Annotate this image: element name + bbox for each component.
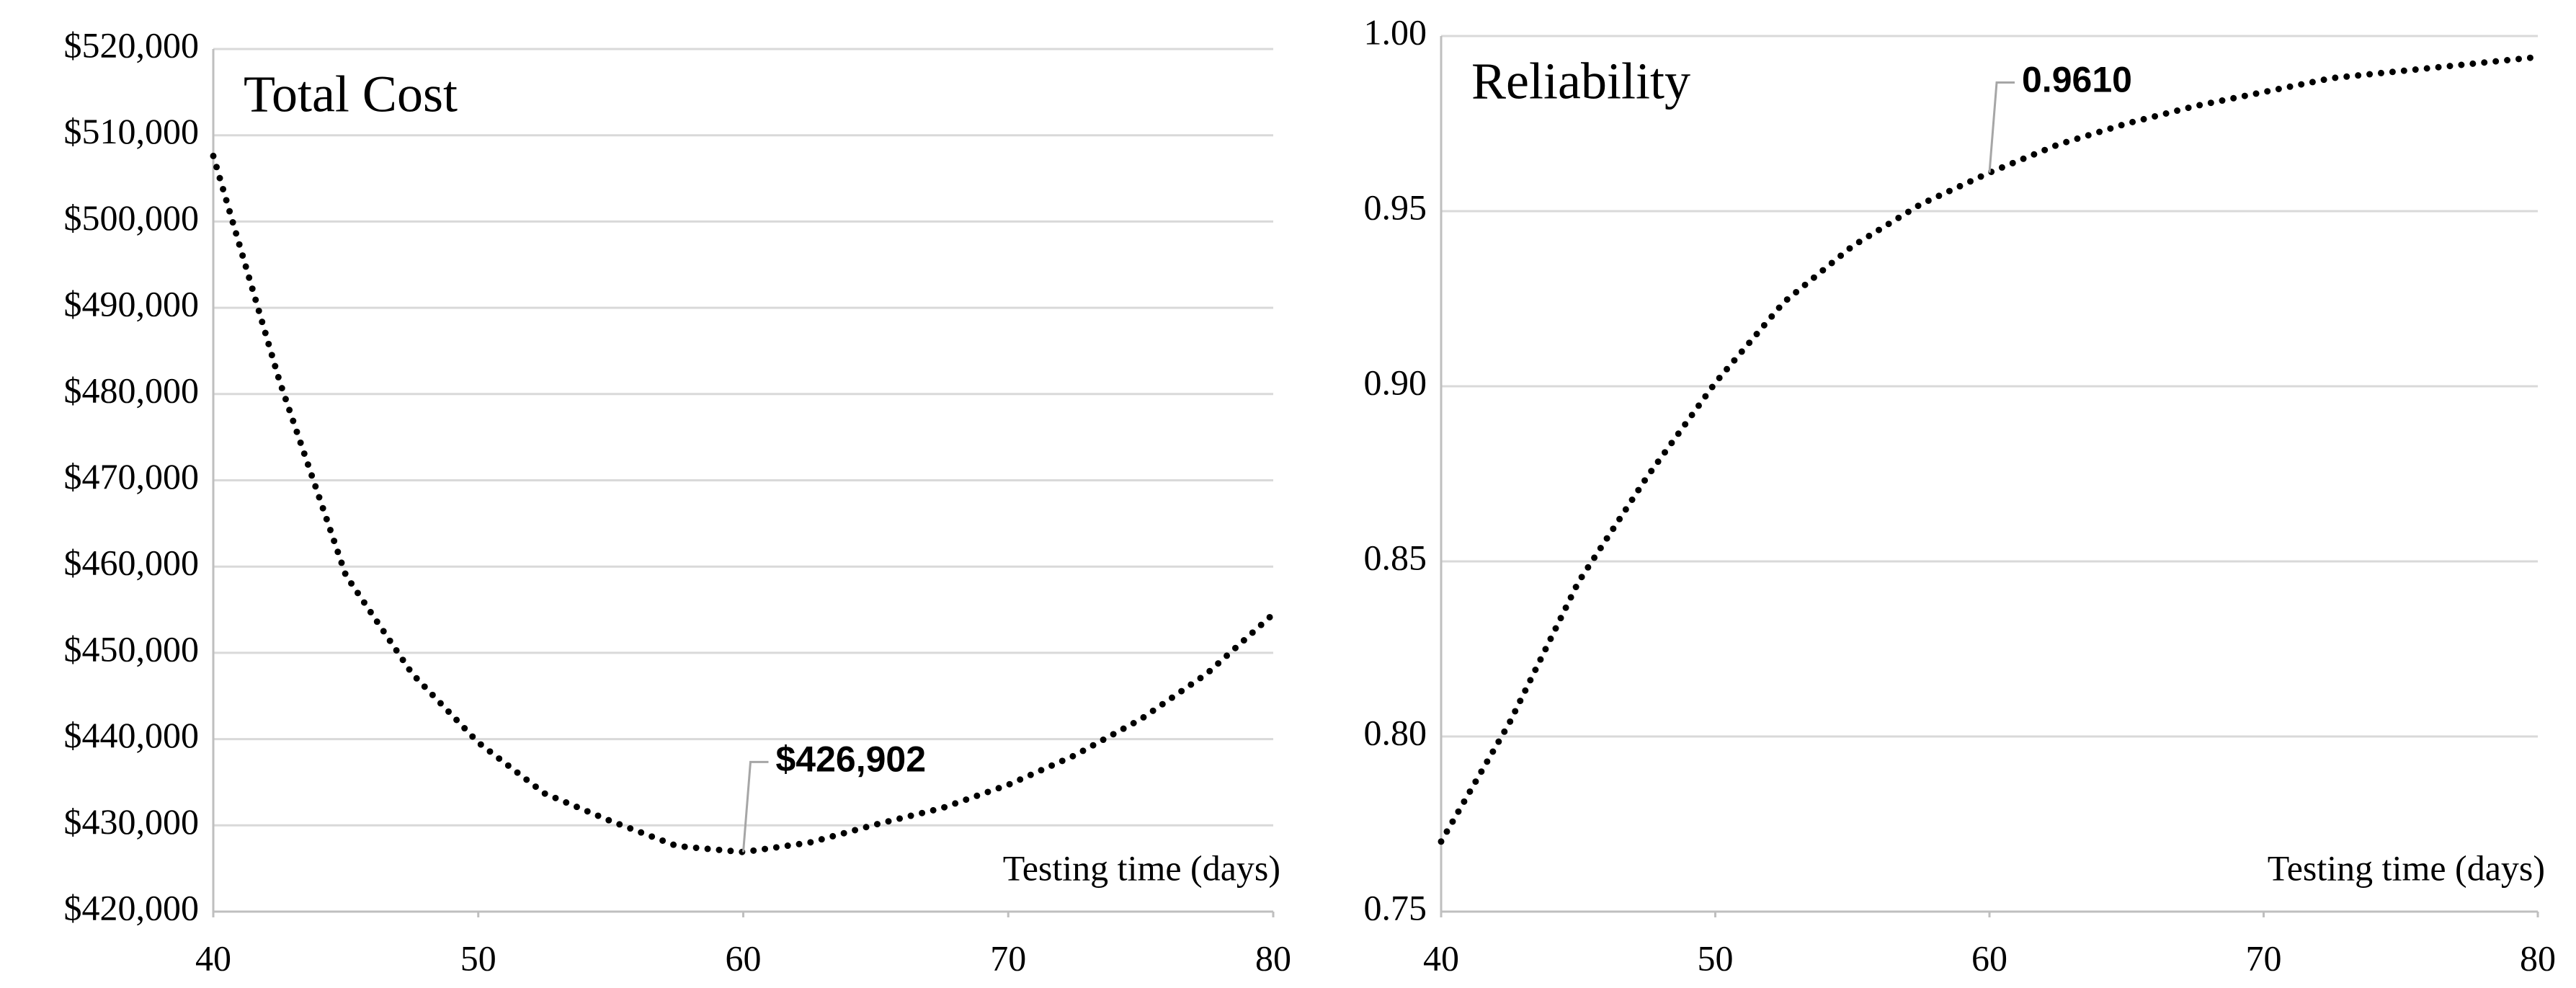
x-tick-label: 80 (1255, 938, 1291, 978)
y-tick-label: $470,000 (64, 456, 200, 497)
y-tick-label: 1.00 (1364, 12, 1427, 52)
x-tick-label: 60 (726, 938, 762, 978)
y-tick-label: $450,000 (64, 628, 200, 669)
y-tick-label: $460,000 (64, 543, 200, 583)
chart-title: Reliability (1471, 53, 1690, 110)
y-tick-label: $520,000 (64, 25, 200, 65)
x-tick-label: 50 (460, 938, 496, 978)
x-tick-label: 60 (1971, 938, 2007, 978)
y-tick-label: $480,000 (64, 370, 200, 410)
leader-line (742, 760, 769, 853)
y-tick-label: 0.75 (1364, 887, 1427, 927)
y-tick-label: $420,000 (64, 887, 200, 927)
chart-title: Total Cost (244, 66, 458, 123)
line (210, 152, 1277, 855)
y-tick-label: 0.90 (1364, 362, 1427, 402)
line (1438, 53, 2541, 845)
y-tick-label: $490,000 (64, 284, 200, 324)
x-axis-title: Testing time (days) (2268, 847, 2545, 888)
x-tick-label: 70 (2246, 938, 2282, 978)
leader-line (1988, 81, 2015, 173)
y-tick-label: $440,000 (64, 715, 200, 755)
x-tick-label: 40 (1423, 938, 1459, 978)
data-label: $426,902 (776, 739, 927, 780)
x-tick-label: 40 (195, 938, 231, 978)
y-tick-label: 0.95 (1364, 187, 1427, 227)
y-tick-label: $430,000 (64, 801, 200, 842)
y-tick-label: $510,000 (64, 111, 200, 151)
x-tick-label: 70 (990, 938, 1026, 978)
y-tick-label: 0.80 (1364, 712, 1427, 752)
y-tick-label: $500,000 (64, 197, 200, 238)
x-tick-label: 50 (1698, 938, 1734, 978)
y-tick-label: 0.85 (1364, 537, 1427, 577)
x-tick-label: 80 (2520, 938, 2556, 978)
data-label: 0.9610 (2022, 60, 2132, 100)
x-axis-title: Testing time (days) (1003, 847, 1280, 888)
